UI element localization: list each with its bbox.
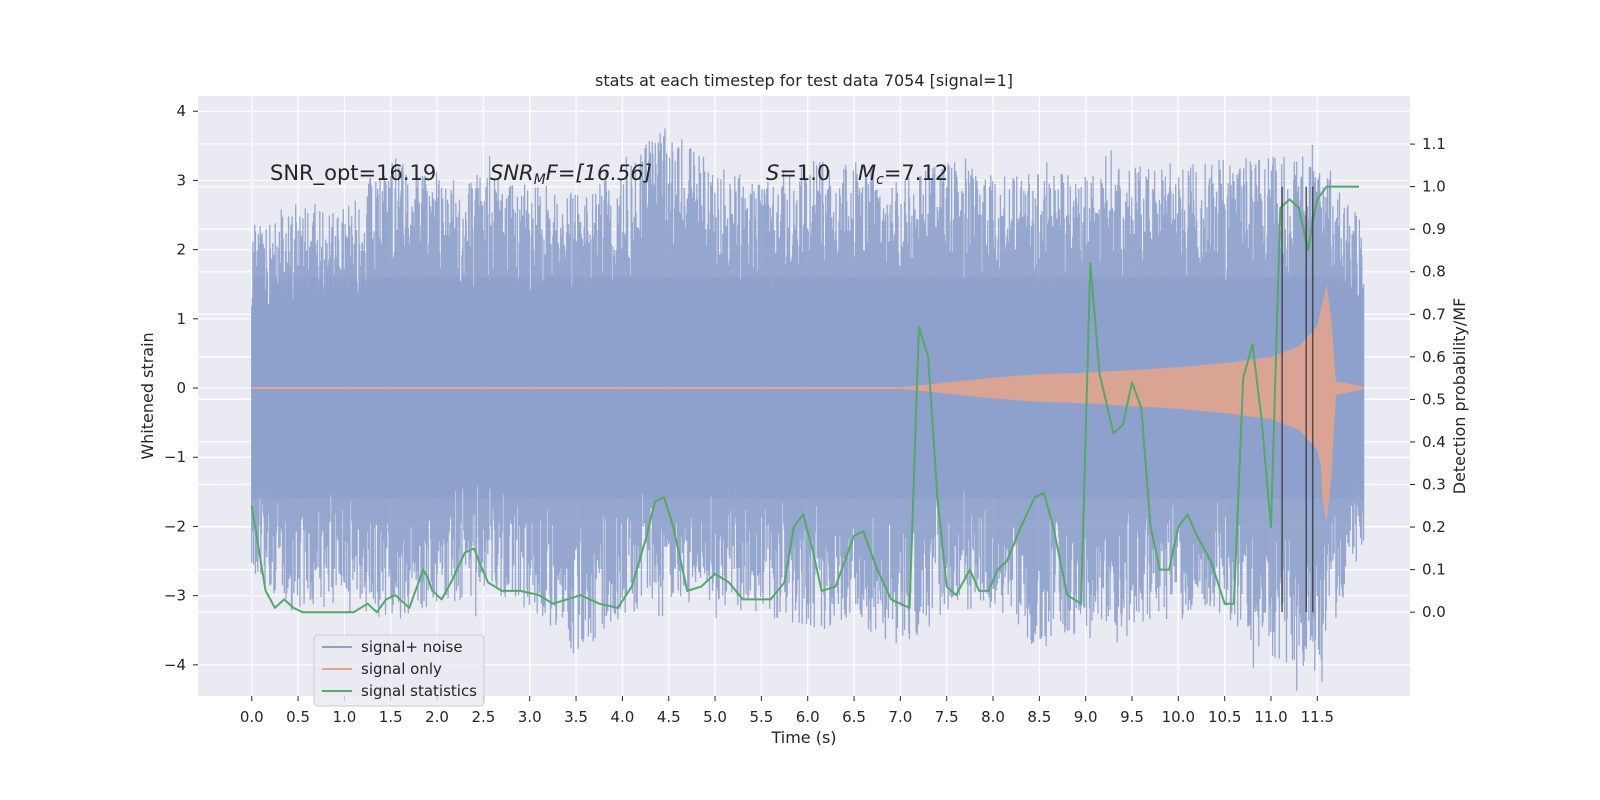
y2-tick-label: 0.7 xyxy=(1422,305,1446,323)
y-axis-ticks: 4 3 2 1 0 −1 −2 −3 −4 xyxy=(164,102,198,674)
legend-box xyxy=(313,634,485,707)
y-tick-label: 1 xyxy=(176,310,186,328)
y2-tick-label: 0.9 xyxy=(1422,220,1446,238)
x-tick-label: 7.5 xyxy=(935,708,959,726)
x-axis-ticks: 0.0 0.5 1.0 1.5 2.0 2.5 3.0 3.5 4.0 4.5 5.0 5.5 6.0 6… xyxy=(240,696,1334,726)
x-tick-label: 6.0 xyxy=(796,708,820,726)
y2-tick-label: 0.2 xyxy=(1422,518,1446,536)
x-tick-label: 1.0 xyxy=(332,708,356,726)
annotation-snr-mf: SNRMF=[16.56] xyxy=(490,161,652,188)
y2-tick-label: 0.3 xyxy=(1422,476,1446,494)
signal-statistics-series xyxy=(250,185,1359,614)
y2-tick-label: 0.6 xyxy=(1422,348,1446,366)
annotation-snr-mf-sub: M xyxy=(534,172,546,188)
y2-axis-title: Detection probability/MF xyxy=(1450,298,1469,495)
vertical-markers xyxy=(1281,186,1314,613)
y2-axis-ticks: 1.1 1.0 0.9 0.8 0.7 0.6 0.5 0.4 0.3 0.2 0.1 0.0 xyxy=(1410,135,1446,621)
y-tick-label: 2 xyxy=(176,241,186,259)
y-tick-label: 4 xyxy=(176,102,186,120)
x-tick-label: 5.0 xyxy=(703,708,727,726)
annotation-snr-mf-rest: F=[16.56] xyxy=(546,161,652,185)
x-tick-label: 2.5 xyxy=(471,708,495,726)
x-tick-label: 0.5 xyxy=(286,708,310,726)
annotation-mc-rest: =7.12 xyxy=(884,161,948,185)
annotation-mc-base: M xyxy=(858,161,876,185)
legend-label-noise: signal+ noise xyxy=(361,638,463,656)
legend-label-signal: signal only xyxy=(361,660,442,678)
x-tick-label: 11.0 xyxy=(1254,708,1287,726)
x-tick-label: 1.5 xyxy=(379,708,403,726)
y2-tick-label: 1.1 xyxy=(1422,135,1446,153)
x-tick-label: 5.5 xyxy=(749,708,773,726)
y2-tick-label: 0.1 xyxy=(1422,561,1446,579)
signal-statistics-line xyxy=(250,185,1359,614)
y2-tick-label: 0.5 xyxy=(1422,390,1446,408)
y2-tick-label: 0.8 xyxy=(1422,263,1446,281)
annotation-mc-sub: c xyxy=(876,172,884,188)
x-tick-label: 0.0 xyxy=(240,708,264,726)
x-tick-label: 3.0 xyxy=(518,708,542,726)
x-tick-label: 10.0 xyxy=(1162,708,1195,726)
x-tick-label: 4.0 xyxy=(610,708,634,726)
y2-tick-label: 0.4 xyxy=(1422,433,1446,451)
annotation-s-rest: =1.0 xyxy=(779,161,830,185)
x-tick-label: 8.5 xyxy=(1027,708,1051,726)
x-tick-label: 6.5 xyxy=(842,708,866,726)
y2-tick-label: 0.0 xyxy=(1422,603,1446,621)
y2-tick-label: 1.0 xyxy=(1422,178,1446,196)
x-tick-label: 10.5 xyxy=(1208,708,1241,726)
x-tick-label: 9.0 xyxy=(1074,708,1098,726)
y-axis-title: Whitened strain xyxy=(138,332,157,459)
chart-title: stats at each timestep for test data 705… xyxy=(595,71,1013,90)
x-tick-label: 11.5 xyxy=(1301,708,1334,726)
annotation-s: S=1.0 xyxy=(766,161,830,185)
y-tick-label: −3 xyxy=(164,587,186,605)
annotation-mc: Mc=7.12 xyxy=(858,161,948,188)
y-tick-label: −1 xyxy=(164,448,186,466)
legend: signal+ noise signal only signal statist… xyxy=(313,634,485,707)
annotation-s-base: S xyxy=(766,161,779,185)
annotations: SNR_opt=16.19 SNRMF=[16.56] S=1.0 Mc=7.1… xyxy=(270,161,948,188)
y-tick-label: 0 xyxy=(176,379,186,397)
x-axis-title: Time (s) xyxy=(770,728,836,747)
legend-label-stats: signal statistics xyxy=(361,682,477,700)
y-tick-label: −2 xyxy=(164,517,186,535)
annotation-snr-mf-base: SNR xyxy=(490,161,534,185)
x-tick-label: 4.5 xyxy=(657,708,681,726)
x-tick-label: 9.5 xyxy=(1120,708,1144,726)
y-tick-label: −4 xyxy=(164,656,186,674)
x-tick-label: 2.0 xyxy=(425,708,449,726)
signal-only-series xyxy=(251,284,1364,523)
signal-only-band xyxy=(251,284,1364,523)
x-tick-label: 3.5 xyxy=(564,708,588,726)
y-tick-label: 3 xyxy=(176,171,186,189)
x-tick-label: 7.0 xyxy=(888,708,912,726)
x-tick-label: 8.0 xyxy=(981,708,1005,726)
annotation-snr-opt: SNR_opt=16.19 xyxy=(270,161,436,186)
